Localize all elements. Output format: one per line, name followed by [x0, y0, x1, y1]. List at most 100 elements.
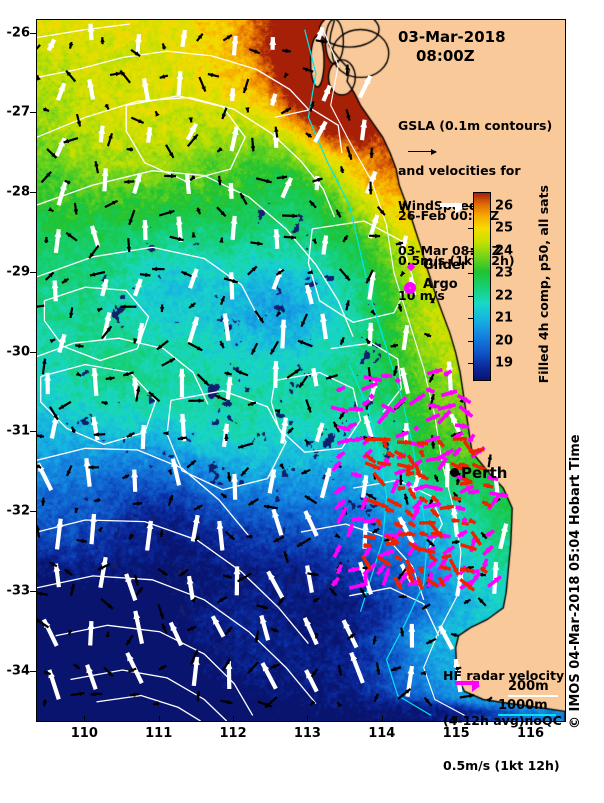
gsla-velocity-vector-arrow	[88, 465, 99, 470]
gsla-velocity-vector-arrow	[197, 34, 203, 41]
gsla-velocity-vector-arrow	[72, 427, 76, 433]
gsla-velocity-vector-arrow	[69, 42, 73, 49]
gsla-velocity-vector-arrow	[282, 49, 291, 54]
windspeed-vector-arrow	[272, 509, 281, 535]
gsla-contour-line	[37, 51, 308, 109]
gsla-velocity-vector-arrow	[425, 698, 432, 707]
gsla-velocity-vector-arrow	[373, 529, 379, 534]
glider-velocity-vector-arrow	[405, 510, 413, 516]
windspeed-vector-arrow	[87, 79, 94, 99]
sst-colorbar[interactable]	[473, 192, 491, 381]
windspeed-vector-arrow	[315, 122, 326, 142]
hfradar-velocity-vector-arrow	[337, 387, 345, 393]
gsla-velocity-vector-arrow	[236, 371, 248, 376]
windspeed-vector-arrow	[408, 624, 415, 648]
colorbar-tick-label: 19	[495, 356, 513, 371]
gsla-contour-line	[97, 696, 201, 722]
gsla-velocity-vector-arrow	[37, 45, 40, 55]
gsla-velocity-vector-arrow	[277, 311, 282, 316]
gsla-velocity-vector-arrow	[196, 691, 200, 701]
depth-1000m-line-icon	[498, 714, 556, 716]
windspeed-vector-arrow	[272, 361, 279, 388]
hfradar-velocity-vector-arrow	[426, 415, 439, 421]
windspeed-vector-arrow	[231, 216, 238, 240]
gsla-velocity-vector-arrow	[223, 35, 232, 40]
hfradar-velocity-vector-arrow	[334, 545, 340, 558]
windspeed-vector-arrow	[273, 229, 280, 249]
gsla-velocity-vector-arrow	[123, 474, 130, 478]
windspeed-vector-arrow	[56, 519, 63, 550]
gsla-velocity-vector-arrow	[225, 371, 232, 375]
gsla-velocity-vector-arrow	[281, 108, 291, 113]
windspeed-vector-arrow	[268, 572, 282, 598]
colorbar-tick-label: 26	[495, 198, 513, 213]
y-tick-mark	[30, 431, 36, 432]
colorbar-title: Filled 4h comp, p50, all sats	[536, 185, 551, 383]
hfradar-velocity-vector-arrow	[335, 500, 345, 509]
gsla-velocity-vector-arrow	[37, 75, 41, 81]
windspeed-vector-arrow	[86, 665, 95, 690]
gsla-velocity-vector-arrow	[162, 359, 175, 366]
gsla-velocity-vector-arrow	[43, 700, 47, 707]
glider-velocity-vector-arrow	[365, 454, 375, 462]
y-tick-label: -31	[0, 424, 30, 439]
gsla-velocity-vector-arrow	[346, 109, 350, 120]
hfradar-velocity-vector-arrow	[468, 435, 474, 442]
gsla-velocity-vector-arrow	[338, 665, 342, 676]
gsla-velocity-vector-arrow	[75, 344, 83, 348]
gsla-velocity-vector-arrow	[464, 600, 470, 605]
colorbar-tick-label: 21	[495, 311, 513, 326]
windspeed-vector-arrow	[281, 418, 288, 444]
gsla-velocity-vector-arrow	[374, 694, 378, 702]
colorbar-tick-label: 23	[495, 266, 513, 281]
gsla-velocity-vector-arrow	[227, 472, 231, 482]
y-tick-mark	[30, 272, 36, 273]
glider-velocity-vector-arrow	[387, 499, 401, 506]
gsla-velocity-vector-arrow	[312, 669, 318, 677]
windspeed-vector-arrow	[305, 566, 312, 593]
gsla-contour-line	[37, 448, 249, 536]
gsla-velocity-vector-arrow	[187, 627, 196, 631]
windspeed-vector-arrow	[311, 368, 318, 386]
gsla-velocity-vector-arrow	[391, 667, 401, 671]
gsla-velocity-vector-arrow	[277, 175, 287, 179]
windspeed-vector-arrow	[193, 657, 200, 686]
windspeed-vector-arrow	[131, 470, 138, 492]
windspeed-vector-arrow	[280, 320, 287, 349]
hfradar-velocity-vector-arrow	[363, 518, 379, 524]
gsla-velocity-vector-arrow	[67, 465, 72, 476]
colorbar-tick-mark	[468, 228, 473, 229]
gsla-velocity-vector-arrow	[391, 343, 398, 347]
windspeed-vector-arrow	[59, 334, 66, 352]
gsla-velocity-vector-arrow	[42, 359, 46, 375]
gsla-velocity-vector-arrow	[160, 305, 165, 313]
windspeed-vector-arrow	[84, 458, 91, 486]
gsla-velocity-vector-arrow	[288, 428, 293, 433]
gsla-velocity-vector-arrow	[313, 598, 319, 603]
gsla-velocity-vector-arrow	[251, 241, 263, 246]
gsla-velocity-vector-arrow	[70, 584, 74, 596]
gsla-velocity-vector-arrow	[156, 111, 160, 117]
title-date: 03-Mar-2018	[398, 28, 506, 46]
windspeed-vector-arrow	[134, 174, 141, 194]
gsla-velocity-vector-arrow	[347, 147, 352, 160]
gsla-velocity-vector-arrow	[241, 468, 248, 476]
gsla-velocity-vector-arrow	[110, 72, 121, 77]
windspeed-vector-arrow	[351, 653, 363, 683]
windspeed-vector-arrow	[306, 285, 313, 304]
gsla-velocity-vector-arrow	[275, 409, 280, 413]
windspeed-vector-arrow	[270, 94, 277, 106]
gsla-velocity-vector-arrow	[316, 39, 327, 43]
x-tick-label: 112	[213, 726, 253, 741]
gsla-velocity-vector-arrow	[421, 671, 426, 676]
glider-velocity-vector-arrow	[395, 577, 402, 589]
colorbar-tick-label: 25	[495, 221, 513, 236]
windspeed-vector-arrow	[127, 653, 142, 683]
gsla-velocity-vector-arrow	[340, 269, 350, 281]
gsla-contour-line	[41, 365, 156, 445]
windspeed-vector-arrow	[98, 126, 105, 143]
gsla-velocity-vector-arrow	[264, 505, 278, 509]
gsla-velocity-vector-arrow	[188, 117, 193, 122]
y-tick-mark	[30, 591, 36, 592]
windspeed-vector-arrow	[229, 88, 236, 101]
